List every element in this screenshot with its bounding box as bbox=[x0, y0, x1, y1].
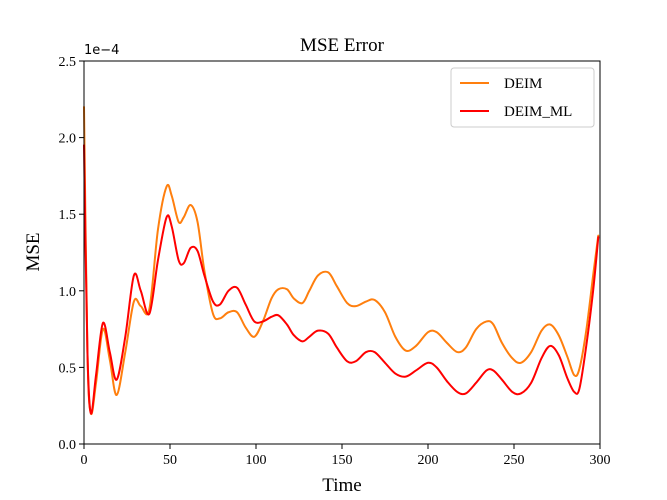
x-tick-label: 300 bbox=[590, 453, 611, 468]
y-tick-label: 1.5 bbox=[59, 208, 77, 223]
x-tick-label: 50 bbox=[163, 453, 177, 468]
y-tick-label: 2.0 bbox=[59, 132, 77, 147]
chart-title: MSE Error bbox=[300, 35, 385, 56]
legend: DEIM DEIM_ML bbox=[450, 67, 595, 128]
y-tick-label: 0.0 bbox=[59, 438, 77, 453]
x-axis-label: Time bbox=[322, 475, 361, 496]
y-scale-label: 1e−4 bbox=[84, 43, 119, 58]
x-tick-label: 250 bbox=[504, 453, 525, 468]
legend-label-deim-ml: DEIM_ML bbox=[504, 104, 572, 120]
x-tick-label: 100 bbox=[246, 453, 267, 468]
y-tick-label: 1.0 bbox=[59, 285, 77, 300]
x-tick-label: 0 bbox=[81, 453, 88, 468]
y-tick-label: 2.5 bbox=[59, 55, 77, 70]
y-axis-label: MSE bbox=[23, 232, 44, 271]
y-tick-label: 0.5 bbox=[59, 361, 77, 376]
y-axis: 0.0 0.5 1.0 1.5 2.0 2.5 bbox=[59, 55, 84, 453]
series-line-deim bbox=[83, 105, 600, 416]
plot-area bbox=[83, 105, 600, 416]
x-tick-label: 150 bbox=[332, 453, 353, 468]
legend-label-deim: DEIM bbox=[504, 76, 542, 92]
x-tick-label: 200 bbox=[418, 453, 439, 468]
series-line-deim-ml bbox=[83, 144, 600, 415]
x-axis: 0 50 100 150 200 250 300 bbox=[81, 444, 611, 468]
